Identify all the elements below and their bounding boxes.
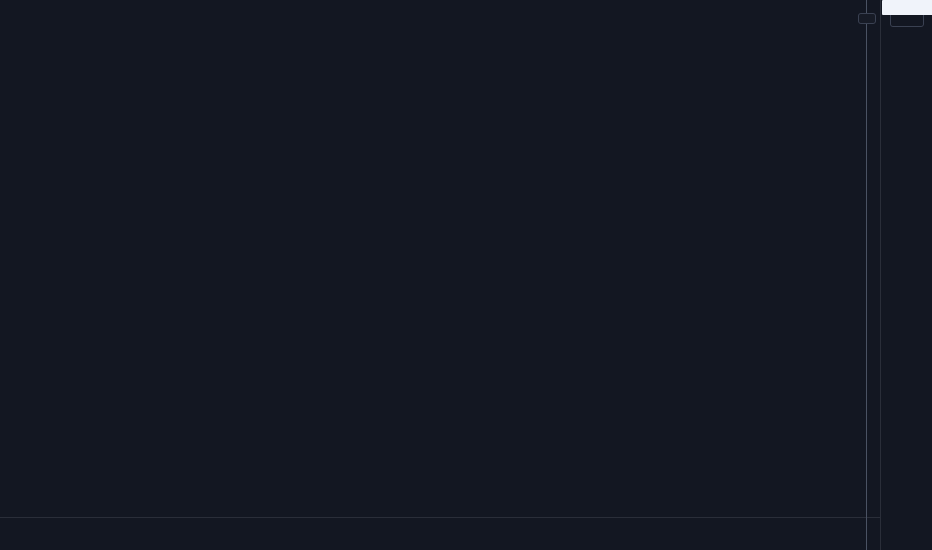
current-price-label xyxy=(882,0,932,15)
chart-plot-area[interactable] xyxy=(0,0,880,517)
time-axis[interactable] xyxy=(0,517,880,550)
chart-canvas xyxy=(0,0,880,517)
chart-background xyxy=(0,0,880,517)
last-known-pattern-box xyxy=(858,13,876,24)
price-axis[interactable] xyxy=(880,0,932,550)
crosshair-vertical-line xyxy=(866,0,867,550)
